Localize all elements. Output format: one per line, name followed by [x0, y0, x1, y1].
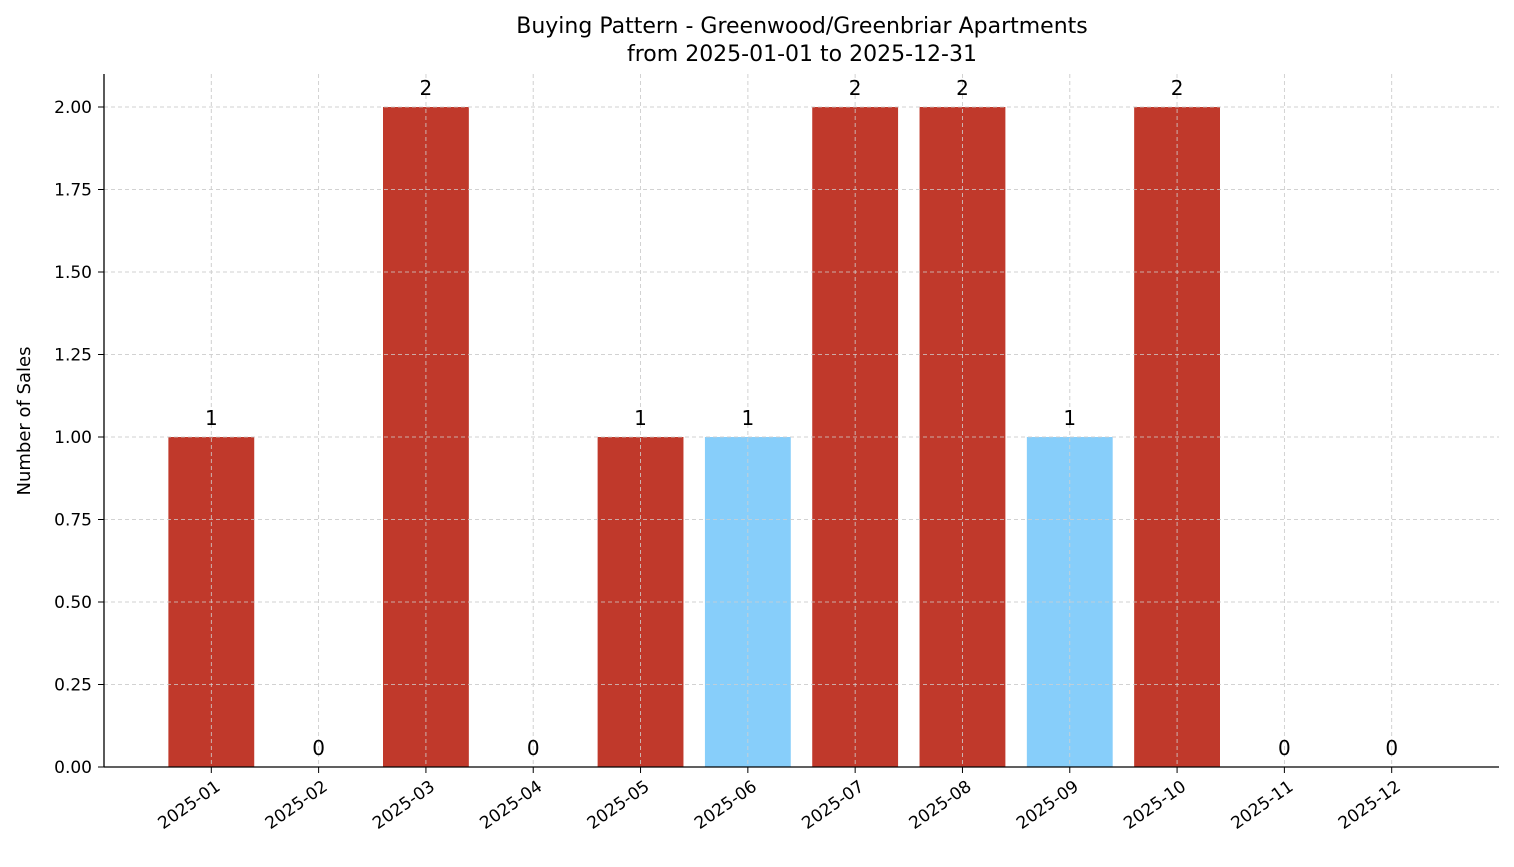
y-tick-label: 2.00 — [54, 98, 92, 118]
x-tick-label: 2025-04 — [476, 777, 546, 834]
data-label: 0 — [527, 736, 540, 760]
x-tick-label: 2025-07 — [798, 777, 868, 834]
data-label: 2 — [1171, 76, 1184, 100]
x-tick-label: 2025-03 — [369, 777, 439, 834]
y-axis-label: Number of Sales — [14, 346, 35, 495]
y-tick-label: 1.50 — [54, 263, 92, 283]
data-label: 0 — [1278, 736, 1291, 760]
data-label: 0 — [1385, 736, 1398, 760]
x-tick-label: 2025-01 — [155, 777, 225, 834]
y-tick-label: 0.50 — [54, 593, 92, 613]
x-tick-label: 2025-06 — [691, 777, 761, 834]
data-label: 1 — [1063, 406, 1076, 430]
data-labels: 1 0 2 0 1 1 2 2 1 2 0 0 — [205, 76, 1398, 760]
data-label: 2 — [420, 76, 433, 100]
x-tick-label: 2025-02 — [262, 777, 332, 834]
data-label: 2 — [849, 76, 862, 100]
x-tick-label: 2025-05 — [584, 777, 654, 834]
grid — [104, 74, 1499, 768]
chart-title: Buying Pattern - Greenwood/Greenbriar Ap… — [516, 14, 1087, 39]
data-label: 2 — [956, 76, 969, 100]
chart-subtitle: from 2025-01-01 to 2025-12-31 — [627, 42, 977, 67]
y-tick-label: 1.75 — [54, 181, 92, 201]
y-tick-label: 1.25 — [54, 346, 92, 366]
x-tick-label: 2025-11 — [1228, 777, 1298, 834]
y-tick-label: 0.75 — [54, 511, 92, 531]
x-tick-label: 2025-10 — [1120, 777, 1190, 834]
data-label: 1 — [205, 406, 218, 430]
x-tick-label: 2025-08 — [906, 777, 976, 834]
y-tick-label: 0.25 — [54, 676, 92, 696]
data-label: 0 — [312, 736, 325, 760]
x-tick-label: 2025-09 — [1013, 777, 1083, 834]
x-tick-label: 2025-12 — [1335, 777, 1405, 834]
grid — [104, 74, 1499, 768]
data-label: 1 — [634, 406, 647, 430]
y-tick-label: 0.00 — [54, 758, 92, 778]
y-tick-label: 1.00 — [54, 428, 92, 448]
data-label: 1 — [741, 406, 754, 430]
